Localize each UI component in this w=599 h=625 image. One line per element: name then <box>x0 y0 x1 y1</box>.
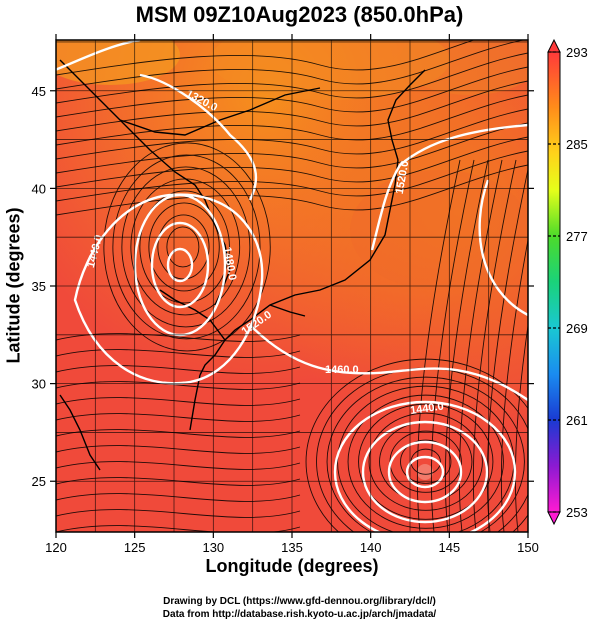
contour-label: 1440.0 <box>409 400 444 417</box>
contour-label: 1460.0 <box>325 364 359 376</box>
colorbar-bar <box>547 51 561 513</box>
x-tick-label: 125 <box>124 540 146 555</box>
axes: 120 125 130 135 140 145 150 25 30 35 40 45 <box>32 34 539 555</box>
x-tick-label: 140 <box>360 540 382 555</box>
footer-credit-data: Data from http://database.rish.kyoto-u.a… <box>162 609 437 620</box>
streamline <box>56 40 476 76</box>
colorbar-label: 269 <box>566 321 588 336</box>
streamline <box>56 349 301 358</box>
colorbar-bottom-arrow <box>547 511 561 526</box>
y-axis-label: Latitude (degrees) <box>3 207 24 364</box>
streamline <box>56 413 301 422</box>
streamline <box>56 461 301 470</box>
streamline <box>458 159 503 532</box>
y-tick-label: 35 <box>32 279 46 294</box>
streamline <box>148 202 220 292</box>
streamline <box>358 403 494 520</box>
height-contours <box>56 40 528 532</box>
streamline <box>514 322 528 532</box>
streamline <box>103 142 271 352</box>
y-tick-label: 30 <box>32 377 46 392</box>
streamline <box>56 525 301 532</box>
streamline <box>486 167 528 532</box>
colorbar-label: 285 <box>566 137 588 152</box>
streamline <box>444 159 489 532</box>
colorbar-label: 261 <box>566 413 588 428</box>
streamline <box>56 66 528 118</box>
map-title: MSM 09Z10Aug2023 (850.0hPa) <box>135 2 464 27</box>
colorbar-top-arrow <box>547 38 561 53</box>
x-tick-label: 120 <box>45 540 67 555</box>
streamline <box>166 226 200 268</box>
streamline <box>430 159 475 532</box>
x-axis-label: Longitude (degrees) <box>205 556 379 576</box>
colorbar-label: 293 <box>566 45 588 60</box>
y-tick-label: 45 <box>32 84 46 99</box>
x-tick-label: 130 <box>202 540 224 555</box>
y-tick-label: 40 <box>32 181 46 196</box>
streamline <box>347 394 504 529</box>
streamline <box>368 412 483 511</box>
streamline <box>56 493 301 502</box>
colorbar-label: 253 <box>566 505 588 520</box>
streamline <box>56 429 301 438</box>
lat-lon-grid <box>56 40 528 532</box>
streamline <box>500 237 528 532</box>
x-tick-label: 145 <box>438 540 460 555</box>
streamline <box>56 365 301 374</box>
streamline <box>472 159 517 532</box>
streamline <box>157 214 210 280</box>
x-tick-label: 150 <box>517 540 539 555</box>
streamline <box>112 154 261 340</box>
streamline <box>56 52 528 104</box>
streamline <box>56 94 528 146</box>
streamline <box>56 509 301 518</box>
footer-credit-drawing: Drawing by DCL (https://www.gfd-dennou.o… <box>163 596 436 607</box>
streamline <box>56 136 528 188</box>
streamline <box>400 439 452 484</box>
contour-label: 1520.0 <box>394 160 412 195</box>
streamline <box>56 108 528 160</box>
colorbar-label: 277 <box>566 229 588 244</box>
streamline <box>56 445 301 454</box>
x-tick-label: 135 <box>281 540 303 555</box>
contour-label: 1480.0 <box>221 246 239 281</box>
y-tick-label: 25 <box>32 474 46 489</box>
colorbar: 293 285 277 269 261 253 <box>547 38 588 526</box>
streamline <box>56 381 301 390</box>
streamline <box>416 159 461 532</box>
streamline <box>326 376 525 532</box>
streamline <box>56 80 528 132</box>
streamline <box>139 190 230 304</box>
streamline <box>56 122 528 174</box>
streamline <box>121 166 251 328</box>
streamline <box>56 397 301 406</box>
